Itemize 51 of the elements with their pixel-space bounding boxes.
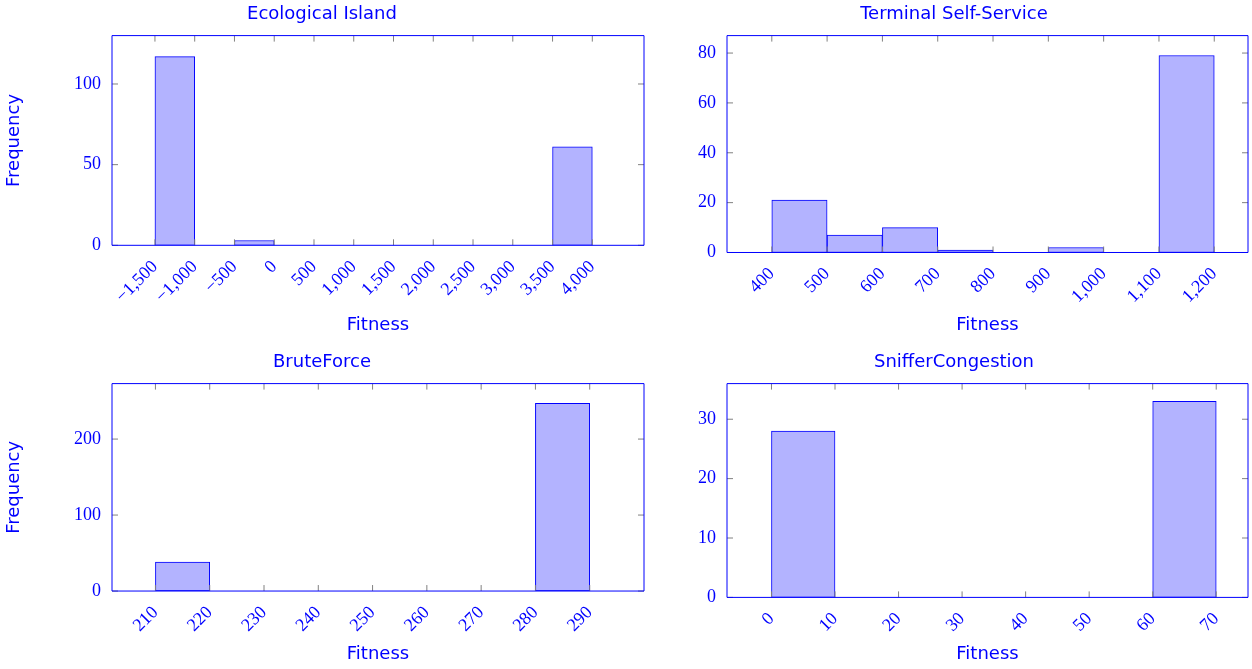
chart-title: Ecological Island bbox=[247, 2, 397, 24]
y-tick-label: 50 bbox=[83, 153, 101, 174]
chart-title: BruteForce bbox=[273, 350, 371, 372]
x-tick-label: 60 bbox=[1132, 608, 1159, 635]
x-axis-title: Fitness bbox=[346, 312, 410, 334]
x-tick-label: 250 bbox=[345, 601, 379, 635]
x-tick-label: 600 bbox=[855, 263, 889, 297]
x-tick-label: 500 bbox=[800, 263, 834, 297]
y-tick-label: 20 bbox=[698, 467, 716, 488]
y-tick-label: 80 bbox=[698, 41, 716, 62]
x-tick-label: 10 bbox=[814, 608, 842, 635]
x-tick-label: 500 bbox=[286, 255, 321, 290]
x-tick-label: 290 bbox=[562, 601, 596, 635]
y-tick-label: 0 bbox=[92, 579, 101, 600]
x-tick-label: 900 bbox=[1021, 263, 1055, 297]
x-tick-label: 0 bbox=[259, 255, 281, 277]
y-axis-title: Frequency bbox=[2, 440, 24, 534]
chart-title: Terminal Self-Service bbox=[859, 2, 1048, 24]
y-tick-label: 0 bbox=[707, 241, 716, 262]
x-tick-label: 0 bbox=[757, 608, 778, 629]
x-tick-label: 230 bbox=[236, 601, 271, 635]
y-tick-label: 10 bbox=[698, 526, 716, 547]
x-tick-label: 800 bbox=[965, 263, 1000, 297]
y-tick-label: 20 bbox=[698, 191, 716, 212]
x-tick-label: 40 bbox=[1004, 608, 1032, 635]
x-axis-title: Fitness bbox=[956, 312, 1019, 334]
x-axis-title: Fitness bbox=[346, 641, 410, 663]
x-tick-label: 270 bbox=[454, 601, 488, 635]
x-tick-label: −500 bbox=[200, 255, 241, 297]
y-tick-label: 100 bbox=[74, 72, 101, 93]
y-tick-label: 100 bbox=[74, 503, 101, 524]
x-tick-label: 50 bbox=[1068, 608, 1096, 635]
x-tick-label: 20 bbox=[877, 608, 905, 635]
y-tick-label: 60 bbox=[698, 91, 716, 112]
x-tick-label: 220 bbox=[182, 601, 216, 635]
x-tick-label: 210 bbox=[128, 601, 162, 635]
y-tick-label: 30 bbox=[698, 407, 716, 428]
x-tick-label: 240 bbox=[291, 601, 325, 635]
y-tick-label: 0 bbox=[92, 234, 101, 255]
x-tick-label: 70 bbox=[1195, 608, 1223, 635]
y-axis-title: Frequency bbox=[2, 93, 24, 187]
y-tick-label: 200 bbox=[74, 427, 101, 448]
x-tick-label: 260 bbox=[399, 601, 434, 635]
y-tick-label: 40 bbox=[698, 141, 716, 162]
y-tick-label: 0 bbox=[707, 586, 716, 607]
chart-title: SnifferCongestion bbox=[873, 350, 1035, 372]
x-tick-label: 30 bbox=[941, 608, 969, 635]
x-tick-label: 280 bbox=[508, 601, 542, 635]
x-axis-title: Fitness bbox=[956, 641, 1019, 663]
x-tick-label: 700 bbox=[910, 263, 944, 297]
x-tick-label: 400 bbox=[744, 263, 778, 297]
